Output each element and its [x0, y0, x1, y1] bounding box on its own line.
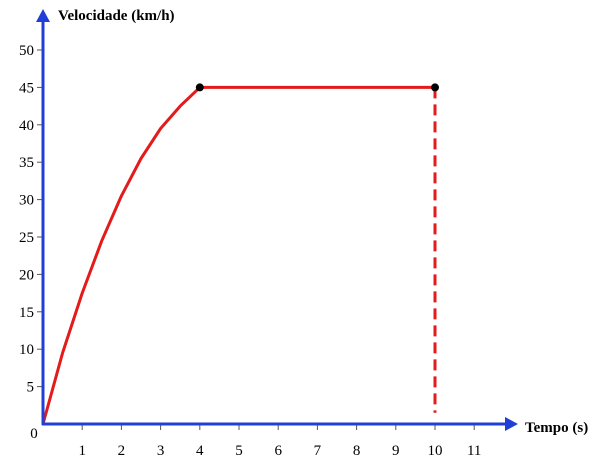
y-tick-label: 20	[19, 267, 34, 283]
x-tick-label: 6	[274, 443, 282, 459]
y-tick-label: 35	[19, 155, 34, 171]
marker-layer	[195, 83, 439, 92]
x-axis-arrow	[505, 417, 518, 431]
y-tick-label: 10	[19, 342, 34, 358]
y-tick-label: 5	[27, 380, 35, 396]
x-tick-label: 4	[196, 443, 204, 459]
y-tick-label: 50	[19, 43, 34, 59]
y-tick-label: 15	[19, 305, 34, 321]
x-tick-label: 8	[353, 443, 361, 459]
x-tick-label: 5	[235, 443, 243, 459]
x-tick-label: 3	[157, 443, 165, 459]
data-point-marker	[431, 83, 439, 92]
y-axis-arrow	[36, 9, 50, 22]
x-tick-label: 1	[78, 443, 86, 459]
x-tick-label: 2	[118, 443, 126, 459]
x-tick-label: 0	[30, 426, 38, 442]
x-tick-label: 9	[392, 443, 400, 459]
x-tick-label: 10	[428, 443, 443, 459]
x-tick-label: 7	[314, 443, 322, 459]
y-tick-label: 25	[19, 230, 34, 246]
series-layer	[41, 85, 437, 426]
y-tick-label: 30	[19, 193, 34, 209]
x-tick-label: 11	[467, 443, 481, 459]
data-point-marker	[195, 83, 204, 92]
y-tick-label: 45	[19, 80, 34, 96]
series-line	[41, 85, 437, 426]
y-tick-label: 40	[19, 118, 34, 134]
axes	[36, 9, 518, 431]
x-axis-label: Tempo (s)	[525, 420, 588, 436]
y-axis-label: Velocidade (km/h)	[58, 8, 175, 24]
